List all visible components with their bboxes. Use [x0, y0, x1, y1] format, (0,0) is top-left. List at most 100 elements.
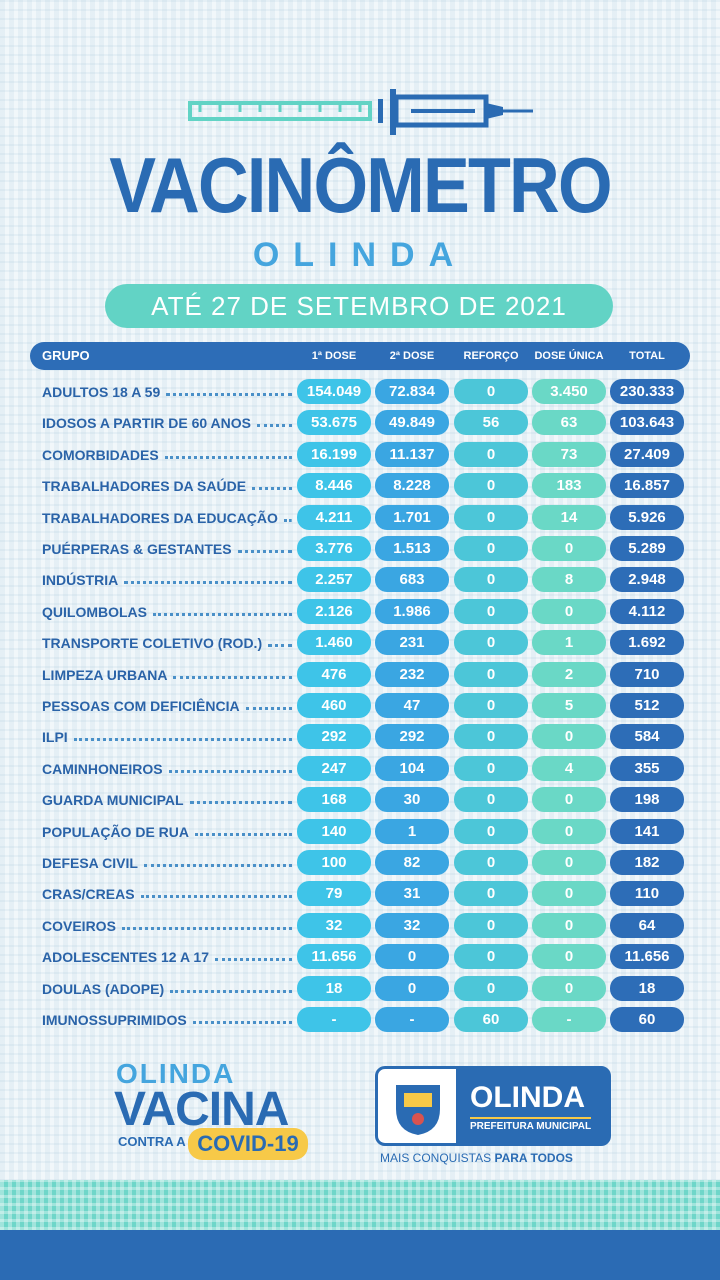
value-cell: 0 — [532, 787, 606, 813]
value-cell: 16.199 — [297, 441, 371, 467]
group-name: ADULTOS 18 A 59 — [42, 384, 161, 400]
table-row: ILPI 292 292 0 0 584 — [0, 724, 720, 750]
dot-leader — [283, 518, 292, 522]
value-cell: 4.112 — [610, 598, 684, 624]
value-cell: 63 — [532, 410, 606, 436]
value-cell: 18 — [297, 975, 371, 1001]
dot-leader — [215, 958, 292, 962]
value-cell: 0 — [454, 598, 528, 624]
value-cell: 27.409 — [610, 441, 684, 467]
group-name: DEFESA CIVIL — [42, 855, 138, 871]
value-cell: 0 — [454, 818, 528, 844]
value-cell: 72.834 — [375, 379, 449, 404]
table-row: ADULTOS 18 A 59 154.049 72.834 0 3.450 230.33… — [0, 379, 720, 405]
value-cell: 0 — [454, 693, 528, 718]
value-cell: 82 — [375, 850, 449, 875]
value-cell: 710 — [610, 661, 684, 687]
table-row: TRABALHADORES DA EDUCAÇÃO 4.211 1.701 0 14 5.… — [0, 504, 720, 531]
slogan: MAIS CONQUISTAS PARA TODOS — [380, 1151, 573, 1165]
group-name: IDOSOS A PARTIR DE 60 ANOS — [42, 415, 251, 432]
table-row: QUILOMBOLAS 2.126 1.986 0 0 4.112 — [0, 598, 720, 625]
bottom-bar — [0, 1230, 720, 1280]
group-name: GUARDA MUNICIPAL — [42, 792, 184, 809]
value-cell: 154.049 — [297, 379, 371, 404]
value-cell: - — [532, 1007, 606, 1032]
value-cell: 32 — [297, 912, 371, 938]
table-row: COVEIROS 32 32 0 0 64 — [0, 912, 720, 939]
value-cell: 0 — [454, 473, 528, 499]
value-cell: 3.450 — [532, 379, 606, 404]
table-row: CAMINHONEIROS 247 104 0 4 355 — [0, 755, 720, 782]
slogan-part: PARA TODOS — [494, 1151, 573, 1165]
value-cell: 30 — [375, 787, 449, 813]
value-cell: 1.986 — [375, 598, 449, 624]
column-header: DOSE ÚNICA — [534, 350, 604, 362]
value-cell: 0 — [375, 975, 449, 1001]
value-cell: 231 — [375, 630, 449, 656]
value-cell: 47 — [375, 693, 449, 718]
date-pill: ATÉ 27 DE SETEMBRO DE 2021 — [105, 284, 613, 328]
value-cell: 64 — [610, 912, 684, 938]
value-cell: 0 — [454, 912, 528, 938]
value-cell: 1.692 — [610, 630, 684, 656]
group-name: TRABALHADORES DA SAÚDE — [42, 478, 247, 495]
group-name: ILPI — [42, 729, 68, 746]
value-cell: 0 — [454, 850, 528, 875]
subtitle: OLINDA — [252, 236, 468, 274]
table-row: TRABALHADORES DA SAÚDE 8.446 8.228 0 183 16.8… — [0, 473, 720, 499]
table-row: LIMPEZA URBANA 476 232 0 2 710 — [0, 661, 720, 688]
value-cell: 4.211 — [297, 504, 371, 530]
dot-leader — [268, 644, 292, 648]
value-cell: 11.137 — [375, 441, 449, 467]
group-name: CRAS/CREAS — [42, 886, 135, 903]
value-cell: 183 — [532, 473, 606, 499]
slogan-part: MAIS CONQUISTAS — [380, 1151, 492, 1165]
value-cell: 8 — [532, 567, 606, 593]
value-cell: 0 — [454, 567, 528, 593]
group-name: COMORBIDADES — [42, 446, 159, 463]
table-row: PUÉRPERAS & GESTANTES 3.776 1.513 0 0 5.289 — [0, 536, 720, 562]
value-cell: 18 — [610, 975, 684, 1001]
group-name: IMUNOSSUPRIMIDOS — [42, 1012, 187, 1028]
table-row: COMORBIDADES 16.199 11.137 0 73 27.409 — [0, 441, 720, 468]
value-cell: 5 — [532, 693, 606, 718]
campaign-line: CONTRA A — [118, 1134, 186, 1149]
value-cell: 141 — [610, 818, 684, 844]
value-cell: 5.289 — [610, 536, 684, 561]
table-row: PESSOAS COM DEFICIÊNCIA 460 47 0 5 512 — [0, 693, 720, 719]
value-cell: 3.776 — [297, 536, 371, 561]
table-header: GRUPO 1ª DOSE 2ª DOSE REFORÇO DOSE ÚNICA TOTA… — [30, 342, 690, 370]
value-cell: 0 — [454, 379, 528, 404]
value-cell: - — [297, 1007, 371, 1032]
value-cell: 0 — [454, 881, 528, 907]
value-cell: 198 — [610, 787, 684, 813]
dot-leader — [164, 455, 292, 459]
dot-leader — [192, 1021, 292, 1024]
group-name: TRANSPORTE COLETIVO (ROD.) — [42, 635, 263, 652]
group-name: POPULAÇÃO DE RUA — [42, 823, 190, 840]
value-cell: 0 — [454, 975, 528, 1001]
dot-leader — [121, 926, 292, 930]
dot-leader — [195, 832, 292, 836]
value-cell: 1 — [375, 818, 449, 844]
value-cell: 1.701 — [375, 504, 449, 530]
value-cell: 232 — [375, 661, 449, 687]
value-cell: 31 — [375, 881, 449, 907]
table-row: POPULAÇÃO DE RUA 140 1 0 0 141 — [0, 818, 720, 845]
value-cell: 0 — [454, 536, 528, 561]
group-name: COVEIROS — [42, 917, 116, 934]
value-cell: 0 — [532, 598, 606, 624]
group-name: INDÚSTRIA — [42, 572, 119, 589]
dot-leader — [170, 989, 292, 993]
value-cell: 182 — [610, 850, 684, 875]
column-header: 2ª DOSE — [389, 350, 435, 362]
dot-leader — [140, 895, 292, 899]
value-cell: 14 — [532, 504, 606, 530]
dot-leader — [124, 581, 292, 585]
logo-name: OLINDA — [470, 1081, 585, 1114]
value-cell: 460 — [297, 693, 371, 718]
value-cell: 230.333 — [610, 379, 684, 404]
campaign-line: OLINDA — [116, 1058, 236, 1089]
value-cell: 104 — [375, 755, 449, 781]
table-row: ADOLESCENTES 12 A 17 11.656 0 0 0 11.656 — [0, 944, 720, 970]
